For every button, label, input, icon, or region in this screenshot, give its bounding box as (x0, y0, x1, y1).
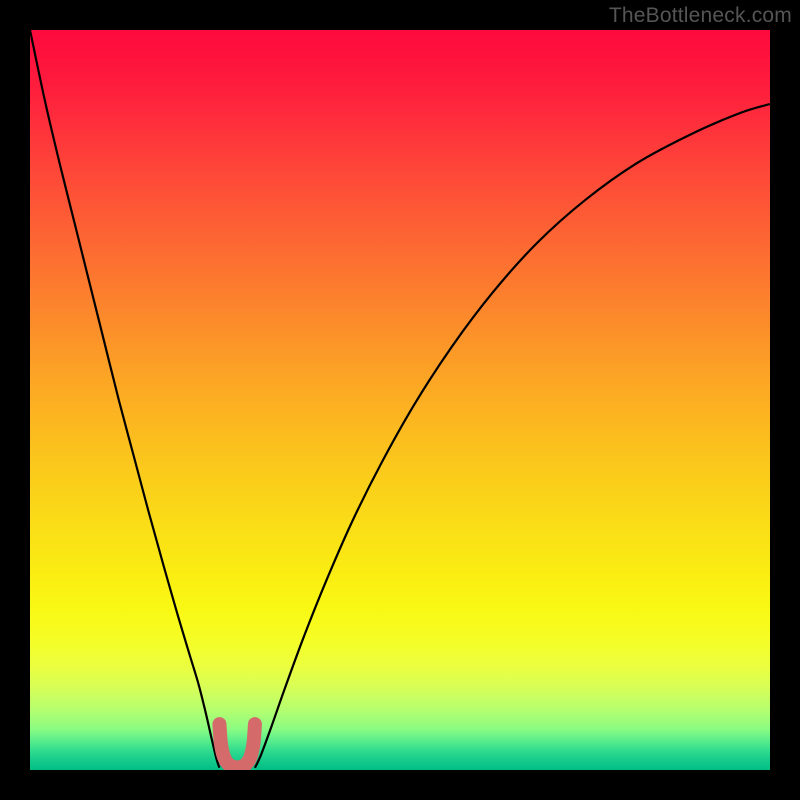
watermark-text: TheBottleneck.com (609, 4, 792, 28)
gradient-background (30, 30, 770, 770)
bottleneck-chart (30, 30, 770, 770)
chart-stage: TheBottleneck.com (0, 0, 800, 800)
